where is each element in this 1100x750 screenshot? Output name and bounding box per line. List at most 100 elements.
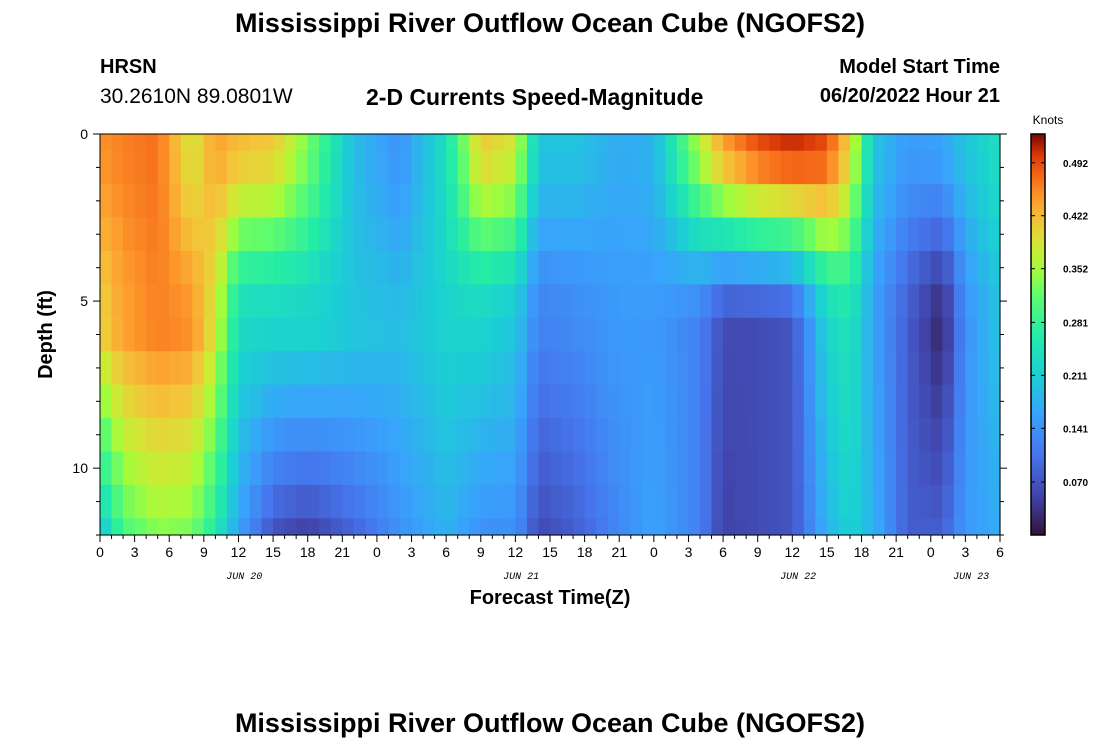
heatmap-cell [723, 451, 736, 486]
heatmap-cell [850, 384, 863, 419]
heatmap-cell [919, 284, 932, 319]
heatmap-cell [688, 351, 701, 386]
heatmap-cell [815, 418, 828, 453]
heatmap-cell [746, 284, 759, 319]
heatmap-cell [134, 451, 147, 486]
heatmap-cell [503, 451, 516, 486]
heatmap-cell [515, 451, 528, 486]
heatmap-cell [180, 518, 193, 536]
heatmap-cell [180, 484, 193, 519]
heatmap-cell [965, 184, 978, 219]
heatmap-cell [411, 134, 424, 152]
heatmap-cell [815, 317, 828, 352]
heatmap-cell [226, 184, 240, 219]
heatmap-cell [226, 250, 240, 285]
heatmap-cell [642, 518, 655, 536]
heatmap-cell [330, 418, 343, 453]
heatmap-cell [826, 134, 840, 152]
heatmap-cell [723, 351, 736, 386]
heatmap-cell [330, 250, 343, 285]
heatmap-cell [642, 351, 655, 386]
heatmap-cell [134, 317, 147, 352]
heatmap-cell [273, 317, 286, 352]
heatmap-cell [515, 150, 528, 185]
heatmap-cell [261, 351, 274, 386]
heatmap-cell [884, 184, 897, 219]
x-tick-label: 9 [477, 544, 485, 560]
heatmap-cell [607, 418, 620, 453]
heatmap-cell [365, 184, 378, 219]
heatmap-cell [203, 451, 216, 486]
heatmap-cell [365, 384, 378, 419]
heatmap-cell [861, 351, 874, 386]
heatmap-cell [734, 418, 747, 453]
heatmap-cell [550, 384, 563, 419]
heatmap-cell [538, 518, 551, 536]
heatmap-cell [434, 150, 447, 185]
heatmap-cell [873, 317, 886, 352]
heatmap-cell [330, 317, 343, 352]
heatmap-cell [400, 317, 413, 352]
heatmap-cell [388, 217, 401, 252]
heatmap-cell [711, 418, 724, 453]
heatmap-cell [884, 217, 897, 252]
heatmap-cell [180, 418, 193, 453]
heatmap-cell [238, 134, 251, 152]
heatmap-cell [503, 351, 516, 386]
heatmap-cell [757, 317, 770, 352]
heatmap-cell [676, 351, 690, 386]
heatmap-cell [215, 418, 228, 453]
heatmap-cell [734, 351, 747, 386]
heatmap-cell [757, 451, 770, 486]
heatmap-cell [169, 284, 182, 319]
heatmap-cell [988, 250, 1001, 285]
heatmap-cell [630, 150, 643, 185]
heatmap-cell [480, 184, 493, 219]
heatmap-cell [526, 484, 540, 519]
heatmap-cell [619, 134, 632, 152]
heatmap-cell [492, 351, 505, 386]
heatmap-cell [665, 317, 678, 352]
heatmap-cell [157, 451, 170, 486]
heatmap-cell [930, 351, 943, 386]
colorbar-tick-label: 0.070 [1063, 478, 1088, 489]
heatmap-cell [492, 217, 505, 252]
heatmap-cell [111, 451, 124, 486]
heatmap-cell [284, 284, 297, 319]
heatmap-cell [607, 484, 620, 519]
heatmap-cell [538, 418, 551, 453]
heatmap-cell [965, 317, 978, 352]
heatmap-cell [850, 184, 863, 219]
heatmap-cell [123, 250, 136, 285]
heatmap-cell [815, 518, 828, 536]
heatmap-cell [296, 150, 309, 185]
heatmap-cell [180, 384, 193, 419]
heatmap-cell [169, 250, 182, 285]
heatmap-cell [896, 134, 909, 152]
heatmap-cell [238, 250, 251, 285]
heatmap-cell [388, 418, 401, 453]
heatmap-cell [400, 418, 413, 453]
heatmap-cell [411, 250, 424, 285]
heatmap-cell [861, 150, 874, 185]
x-date-label: JUN 21 [503, 572, 539, 583]
heatmap-cell [734, 217, 747, 252]
colorbar-tick-label: 0.281 [1063, 318, 1088, 329]
heatmap-cell [550, 134, 563, 152]
heatmap-cell [111, 250, 124, 285]
heatmap-cell [757, 250, 770, 285]
heatmap-cell [423, 518, 436, 536]
heatmap-cell [157, 217, 170, 252]
heatmap-cell [734, 518, 747, 536]
heatmap-cell [573, 518, 586, 536]
heatmap-cell [792, 484, 805, 519]
heatmap-cell [826, 384, 840, 419]
heatmap-cell [515, 284, 528, 319]
heatmap-cell [492, 384, 505, 419]
heatmap-cell [538, 217, 551, 252]
heatmap-cell [123, 184, 136, 219]
heatmap-cell [584, 451, 597, 486]
heatmap-cell [757, 150, 770, 185]
heatmap-cell [630, 484, 643, 519]
heatmap-cell [838, 284, 851, 319]
